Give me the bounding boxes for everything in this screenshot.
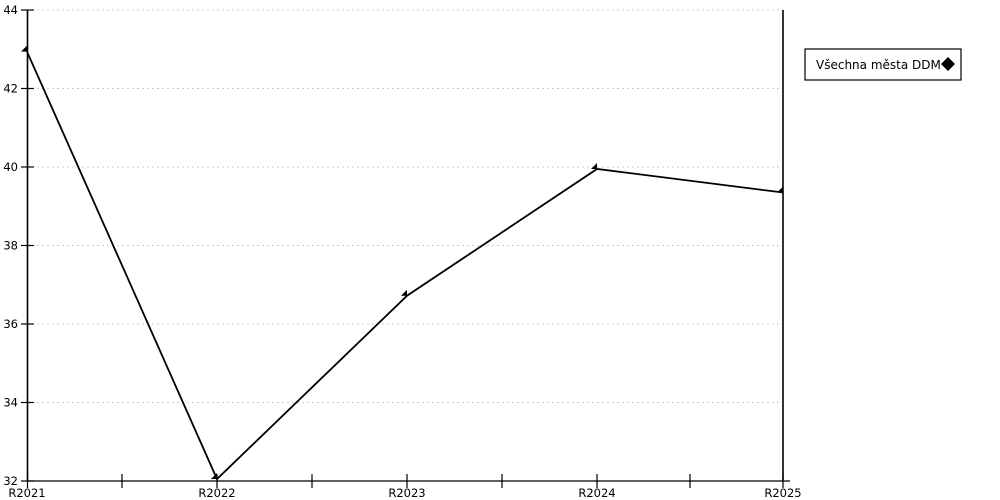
y-tick-labels: 44 42 40 38 36 34 32 [3, 3, 18, 488]
data-point-marker [21, 45, 28, 52]
x-tick-label: R2022 [198, 486, 235, 500]
gridlines [27, 9, 783, 403]
x-tick-label: R2025 [764, 486, 801, 500]
x-ticks [26, 474, 784, 488]
series-markers [21, 45, 784, 480]
data-series [21, 45, 784, 481]
diamond-marker-icon [941, 57, 955, 71]
y-tick-label: 44 [3, 3, 18, 17]
data-point-marker [211, 473, 218, 480]
data-point-marker [401, 289, 408, 296]
legend-box [804, 48, 962, 81]
x-tick-label: R2023 [388, 486, 425, 500]
y-tick-label: 36 [3, 317, 18, 331]
legend[interactable]: Všechna města DDM [804, 48, 962, 81]
legend-item-label: Všechna města DDM [816, 58, 941, 72]
series-line [26, 51, 784, 481]
data-point-marker [777, 186, 784, 193]
data-point-marker [591, 162, 598, 169]
y-tick-label: 32 [3, 474, 18, 488]
x-tick-label: R2021 [8, 486, 45, 500]
x-tick-labels: R2021 R2022 R2023 R2024 R2025 [8, 486, 801, 500]
x-tick-label: R2024 [578, 486, 615, 500]
y-tick-label: 42 [3, 82, 18, 96]
y-tick-label: 40 [3, 160, 18, 174]
y-tick-label: 34 [3, 396, 18, 410]
y-tick-label: 38 [3, 239, 18, 253]
